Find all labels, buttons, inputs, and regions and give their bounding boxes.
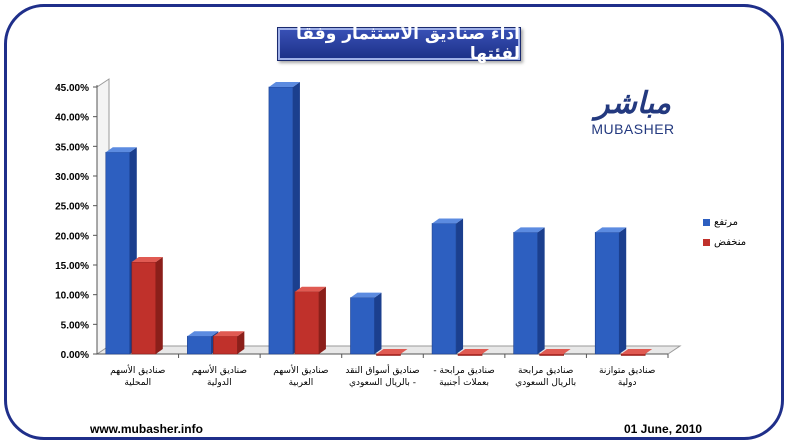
x-category-label: صناديق الأسهم	[110, 364, 165, 376]
x-category-label: العربية	[289, 378, 314, 388]
bar-front-0-1	[187, 335, 212, 355]
x-category-label: صناديق متوازنة	[599, 366, 655, 376]
chart-legend: مرتفع منخفض	[703, 212, 746, 252]
x-category-label: صناديق مرابحة -	[433, 366, 495, 376]
bar-front-0-5	[513, 232, 538, 355]
y-tick-label: 35.00%	[55, 142, 89, 153]
bar-front-1-6	[620, 353, 646, 356]
chart-title: اداء صناديق الاستثمار وفقا لفئتها	[277, 24, 521, 64]
x-category-label: الدولية	[207, 378, 232, 388]
legend-label-high: مرتفع	[714, 216, 739, 228]
logo-arabic: مباشر	[595, 86, 671, 121]
legend-swatch-high	[703, 218, 710, 226]
bar-top-0-4	[432, 218, 464, 224]
y-tick-label: 10.00%	[55, 291, 89, 302]
x-category-label: المحلية	[124, 378, 151, 388]
bar-top-0-6	[595, 227, 627, 233]
bar-top-0-0	[105, 147, 137, 153]
bar-top-0-5	[513, 227, 545, 233]
bar-top-1-2	[294, 286, 326, 292]
y-tick-label: 30.00%	[55, 172, 89, 183]
y-tick-label: 40.00%	[55, 113, 89, 124]
x-category-label: بعملات أجنبية	[439, 376, 489, 388]
bar-side-1-1	[237, 331, 245, 354]
bar-top-1-4	[458, 349, 490, 354]
site-url[interactable]: www.mubasher.info	[90, 422, 203, 436]
bar-front-1-5	[539, 353, 564, 356]
bar-top-0-2	[268, 82, 300, 87]
bar-side-1-0	[155, 257, 163, 354]
bar-front-0-4	[431, 223, 457, 355]
bar-side-0-2	[292, 82, 300, 354]
x-category-label: صناديق الأسهم	[192, 364, 247, 376]
logo-latin: MUBASHER	[591, 121, 675, 137]
bar-top-0-1	[187, 331, 219, 337]
bar-top-1-1	[213, 331, 245, 337]
x-category-label: صناديق مرابحة	[518, 366, 573, 376]
y-tick-label: 5.00%	[61, 320, 89, 331]
bar-side-1-2	[318, 286, 326, 354]
x-category-label: بالريال السعودي	[515, 378, 576, 388]
bar-front-1-3	[376, 353, 401, 356]
bar-front-1-0	[131, 261, 157, 355]
bar-side-0-3	[374, 292, 382, 354]
report-date: 01 June, 2010	[624, 422, 703, 436]
x-category-label: صناديق الأسهم	[273, 364, 328, 376]
bar-top-0-3	[350, 292, 382, 298]
x-category-label: صناديق أسواق النقد	[345, 364, 419, 376]
legend-label-low: منخفض	[714, 236, 747, 248]
y-tick-label: 15.00%	[55, 261, 89, 272]
bar-front-0-6	[594, 232, 620, 355]
bar-front-0-3	[350, 297, 375, 355]
legend-swatch-low	[703, 238, 710, 246]
bar-top-1-0	[131, 257, 163, 263]
y-tick-label: 0.00%	[61, 350, 89, 361]
bar-top-1-3	[376, 349, 408, 354]
y-tick-label: 20.00%	[55, 231, 89, 242]
bar-top-1-6	[621, 349, 653, 354]
bar-front-1-1	[213, 335, 238, 355]
bar-front-0-2	[268, 86, 294, 355]
bar-side-0-6	[619, 227, 627, 354]
mubasher-logo: مباشر MUBASHER	[588, 88, 678, 146]
bar-front-0-0	[105, 151, 131, 355]
bar-side-0-5	[537, 227, 545, 354]
bar-front-1-4	[457, 353, 483, 356]
legend-item-low: منخفض	[703, 232, 746, 252]
legend-item-high: مرتفع	[703, 212, 746, 232]
bar-front-1-2	[294, 291, 320, 355]
y-tick-label: 45.00%	[55, 83, 89, 94]
y-tick-label: 25.00%	[55, 202, 89, 213]
x-category-label: دولية	[618, 378, 637, 388]
x-category-label: - بالريال السعودي	[349, 378, 416, 388]
bar-side-0-4	[456, 218, 464, 354]
bar-top-1-5	[539, 349, 571, 354]
